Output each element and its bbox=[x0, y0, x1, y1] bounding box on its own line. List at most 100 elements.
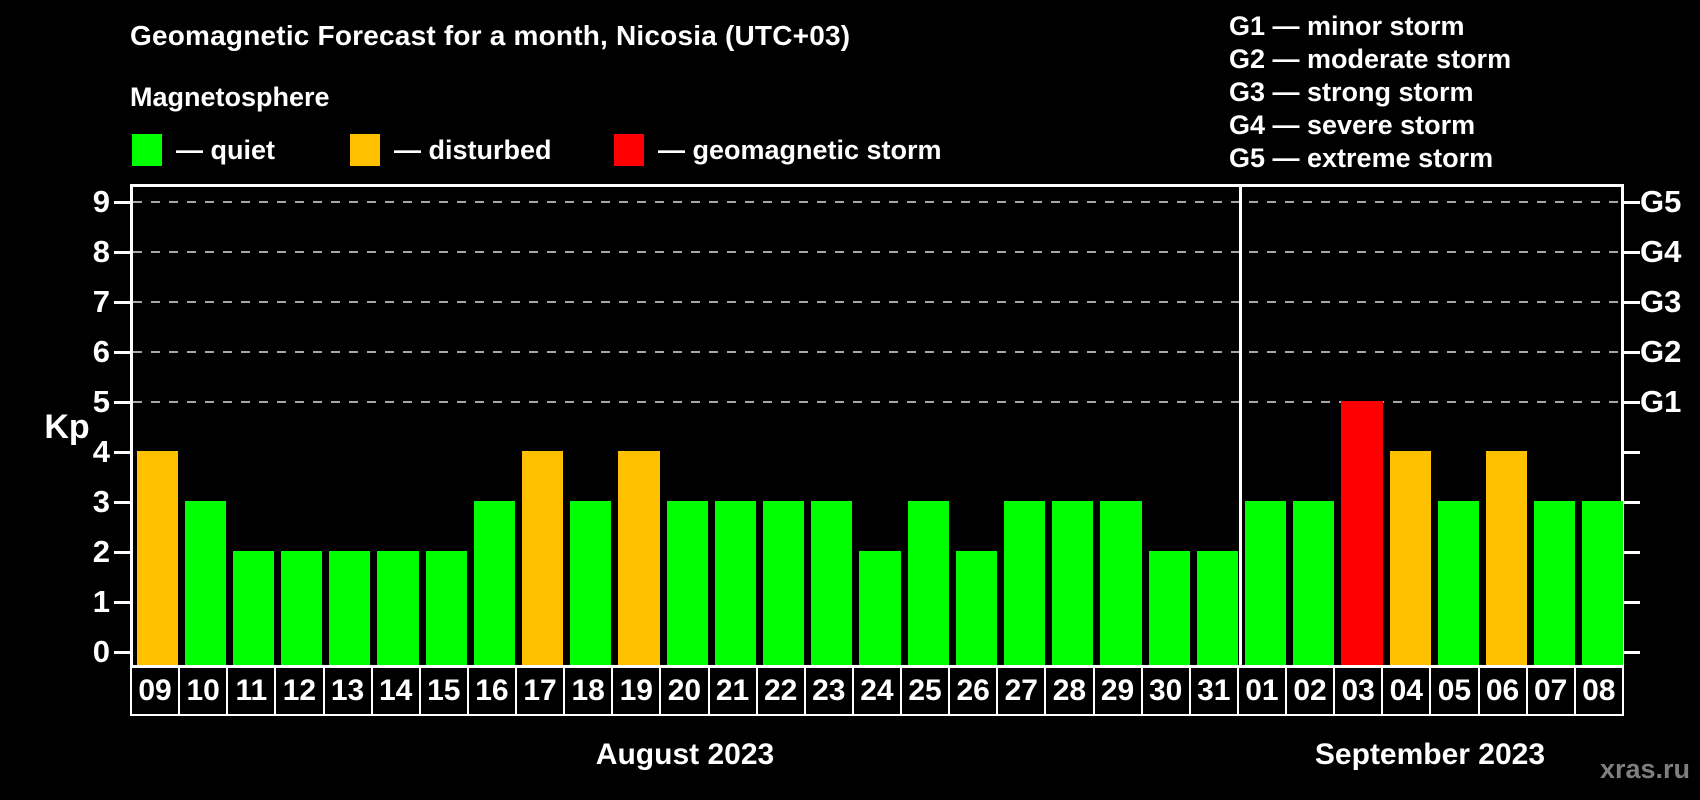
date-cell-august-24: 24 bbox=[851, 666, 902, 716]
page-title: Geomagnetic Forecast for a month, Nicosi… bbox=[130, 20, 851, 51]
y-tick-label-9: 9 bbox=[92, 184, 110, 219]
legend-swatch-disturbed-icon bbox=[350, 134, 380, 166]
bar-september-05 bbox=[1437, 501, 1479, 665]
date-label-row: 09 10 11 12 13 14 15 16 17 18 19 20 21 22 23 24 25 26 27 28… bbox=[130, 666, 1624, 716]
date-cell-september-01: 01 bbox=[1236, 666, 1287, 716]
watermark: xras.ru bbox=[1599, 754, 1690, 784]
g-tick-label-g4: G4 bbox=[1640, 234, 1682, 269]
y-axis-tick-right-8 bbox=[1624, 251, 1640, 254]
y-axis-tick-right-7 bbox=[1624, 301, 1640, 304]
date-cell-august-28: 28 bbox=[1044, 666, 1095, 716]
y-axis-tick-right-2 bbox=[1624, 551, 1640, 554]
date-cell-august-26: 26 bbox=[948, 666, 999, 716]
y-axis-tick-right-5 bbox=[1624, 401, 1640, 404]
legend-label-quiet: — quiet bbox=[176, 134, 275, 165]
date-cell-august-23: 23 bbox=[803, 666, 854, 716]
date-cell-august-27: 27 bbox=[996, 666, 1047, 716]
bar-august-31 bbox=[1196, 551, 1238, 665]
date-cell-august-31: 31 bbox=[1188, 666, 1239, 716]
date-cell-august-09: 09 bbox=[130, 666, 181, 716]
g-tick-label-g3: G3 bbox=[1640, 284, 1682, 319]
y-axis-tick-left-2 bbox=[114, 551, 130, 554]
bar-august-15 bbox=[425, 551, 467, 665]
plot-area bbox=[130, 184, 1624, 668]
y-axis-tick-left-4 bbox=[114, 451, 130, 454]
bar-august-29 bbox=[1100, 501, 1142, 665]
bar-august-10 bbox=[184, 501, 226, 665]
bar-september-06 bbox=[1485, 451, 1528, 665]
y-axis-tick-left-9 bbox=[114, 201, 130, 204]
bar-august-30 bbox=[1148, 551, 1190, 665]
y-axis-tick-left-1 bbox=[114, 601, 130, 604]
y-tick-label-8: 8 bbox=[92, 234, 110, 269]
date-cell-august-13: 13 bbox=[322, 666, 373, 716]
date-cell-august-29: 29 bbox=[1092, 666, 1143, 716]
g-legend-line-3: G3 — strong storm bbox=[1229, 77, 1474, 107]
date-cell-august-17: 17 bbox=[515, 666, 566, 716]
gridline-kp6 bbox=[133, 351, 1621, 353]
g-scale-legend: G1 — minor storm G2 — moderate storm G3 — … bbox=[1229, 10, 1511, 175]
bar-september-03 bbox=[1341, 401, 1383, 665]
date-cell-august-30: 30 bbox=[1140, 666, 1191, 716]
legend-swatch-storm-icon bbox=[614, 134, 644, 166]
date-cell-august-15: 15 bbox=[418, 666, 469, 716]
bar-august-26 bbox=[955, 551, 997, 665]
bar-september-08 bbox=[1582, 501, 1624, 665]
legend-item-disturbed: — disturbed bbox=[350, 133, 552, 167]
bar-august-25 bbox=[907, 501, 949, 665]
y-axis-tick-right-1 bbox=[1624, 601, 1640, 604]
y-tick-label-5: 5 bbox=[92, 384, 110, 419]
y-axis-tick-left-0 bbox=[114, 651, 130, 654]
y-axis-tick-left-6 bbox=[114, 351, 130, 354]
bar-september-07 bbox=[1534, 501, 1576, 665]
y-axis-tick-left-7 bbox=[114, 301, 130, 304]
bar-august-21 bbox=[714, 501, 756, 665]
bar-august-28 bbox=[1052, 501, 1094, 665]
bar-august-22 bbox=[763, 501, 805, 665]
legend-item-quiet: — quiet bbox=[132, 133, 275, 167]
bar-august-18 bbox=[570, 501, 612, 665]
y-axis-tick-left-5 bbox=[114, 401, 130, 404]
g-legend-line-4: G4 — severe storm bbox=[1229, 110, 1476, 140]
date-cell-august-20: 20 bbox=[659, 666, 710, 716]
g-legend-line-1: G1 — minor storm bbox=[1229, 11, 1465, 41]
date-cell-september-06: 06 bbox=[1477, 666, 1528, 716]
bar-august-11 bbox=[232, 551, 275, 665]
legend-label-storm: — geomagnetic storm bbox=[658, 134, 942, 165]
date-cell-september-04: 04 bbox=[1381, 666, 1432, 716]
g-legend-line-2: G2 — moderate storm bbox=[1229, 44, 1512, 74]
date-cell-august-25: 25 bbox=[900, 666, 951, 716]
bar-august-14 bbox=[377, 551, 419, 665]
bar-september-01 bbox=[1244, 501, 1287, 665]
gridline-kp8 bbox=[133, 251, 1621, 253]
kp-axis-label: Kp bbox=[44, 408, 90, 446]
bar-august-13 bbox=[329, 551, 371, 665]
y-axis-tick-right-0 bbox=[1624, 651, 1640, 654]
gridline-kp5 bbox=[133, 401, 1621, 403]
date-cell-august-18: 18 bbox=[563, 666, 614, 716]
y-axis-tick-right-9 bbox=[1624, 201, 1640, 204]
legend-swatch-quiet-icon bbox=[132, 134, 162, 166]
date-cell-august-12: 12 bbox=[274, 666, 325, 716]
bar-august-24 bbox=[859, 551, 901, 665]
gridline-kp7 bbox=[133, 301, 1621, 303]
month-label-august: August 2023 bbox=[595, 738, 775, 771]
bar-august-12 bbox=[281, 551, 323, 665]
date-cell-august-21: 21 bbox=[707, 666, 758, 716]
y-tick-label-6: 6 bbox=[92, 334, 110, 369]
y-axis-tick-right-4 bbox=[1624, 451, 1640, 454]
bar-september-04 bbox=[1389, 451, 1431, 665]
y-axis-tick-right-3 bbox=[1624, 501, 1640, 504]
month-label-september: September 2023 bbox=[1314, 738, 1546, 771]
date-cell-august-14: 14 bbox=[370, 666, 421, 716]
legend-item-storm: — geomagnetic storm bbox=[614, 133, 942, 167]
date-cell-september-08: 08 bbox=[1573, 666, 1624, 716]
date-cell-august-22: 22 bbox=[755, 666, 806, 716]
g-tick-label-g2: G2 bbox=[1640, 334, 1682, 369]
date-cell-september-03: 03 bbox=[1333, 666, 1384, 716]
bar-august-23 bbox=[811, 501, 853, 665]
bar-august-17 bbox=[522, 451, 564, 665]
date-cell-september-05: 05 bbox=[1429, 666, 1480, 716]
date-cell-august-10: 10 bbox=[178, 666, 229, 716]
